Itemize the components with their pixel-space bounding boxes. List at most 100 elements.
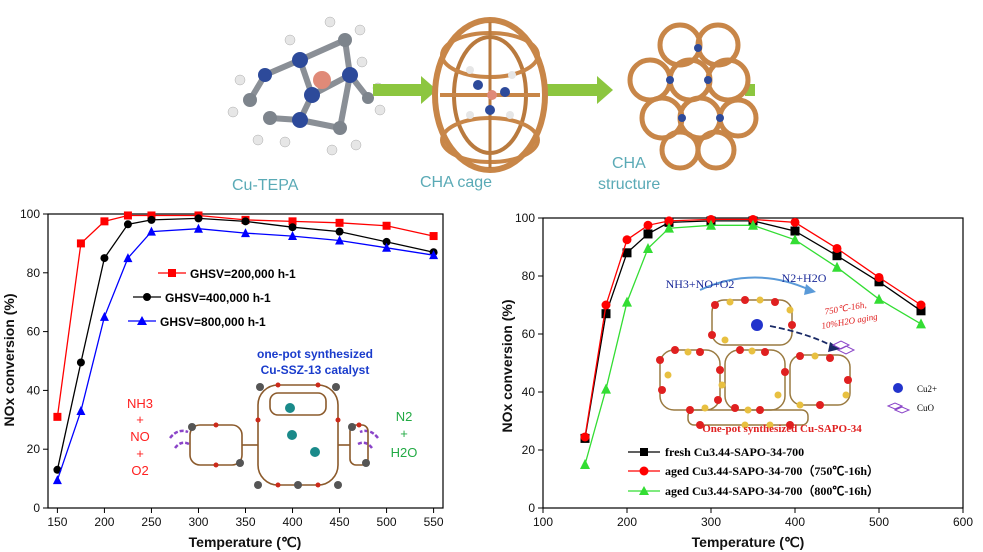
legend-entry: aged Cu3.44-SAPO-34-700（750℃-16h）	[665, 463, 879, 478]
data-point-square	[916, 306, 926, 316]
label-cha-structure-2: structure	[598, 176, 660, 193]
legend-circle-marker	[143, 293, 151, 301]
data-point-circle	[147, 215, 156, 224]
x-tick-label: 100	[533, 515, 553, 529]
cu-legend-icon	[893, 383, 903, 393]
data-point-triangle	[748, 219, 758, 230]
data-point-triangle	[123, 253, 133, 263]
left-x-axis-title: Temperature (℃)	[189, 534, 302, 550]
right-legend: fresh Cu3.44-SAPO-34-700 aged Cu3.44-SAP…	[628, 445, 879, 498]
data-point-circle	[580, 432, 590, 442]
legend-entry: GHSV=200,000 h-1	[190, 267, 296, 281]
data-point-circle	[382, 237, 391, 246]
data-point-circle	[622, 235, 632, 245]
data-point-square	[335, 218, 344, 227]
x-tick-label: 500	[377, 515, 397, 529]
data-point-triangle	[916, 318, 926, 329]
right-y-axis-title: NOx conversion (%)	[499, 299, 515, 432]
legend-triangle-marker	[137, 316, 147, 325]
arrow-right-icon	[545, 76, 613, 104]
cuo-legend-icon	[886, 402, 911, 414]
cu-ion-icon	[751, 319, 763, 331]
x-tick-label: 400	[785, 515, 805, 529]
data-point-triangle	[790, 234, 800, 245]
data-point-circle	[194, 214, 203, 223]
label-cha-structure-1: CHA	[612, 155, 646, 172]
product-n2: N2	[396, 409, 413, 424]
cu-legend-label: Cu2+	[917, 384, 937, 394]
legend-circle-marker	[639, 466, 649, 476]
y-tick-label: 60	[522, 327, 536, 341]
data-point-triangle	[241, 228, 250, 238]
data-point-triangle	[382, 242, 392, 252]
y-tick-label: 0	[33, 501, 40, 515]
data-point-square	[790, 226, 800, 236]
data-point-triangle	[706, 219, 716, 230]
cu-tepa-molecule	[227, 16, 386, 156]
data-point-circle	[643, 220, 653, 230]
y-tick-label: 100	[20, 207, 40, 221]
sapo34-caption: One-pot synthesized Cu-SAPO-34	[702, 423, 862, 435]
data-point-circle	[123, 220, 132, 229]
x-tick-label: 500	[869, 515, 889, 529]
right-x-axis-title: Temperature (℃)	[692, 534, 805, 550]
series-line	[584, 220, 922, 439]
arrow-right-icon	[745, 84, 755, 96]
data-point-square	[53, 412, 62, 421]
data-point-triangle	[622, 296, 632, 307]
x-tick-label: 350	[235, 515, 255, 529]
data-point-circle	[53, 465, 62, 474]
reactant-o2: O2	[131, 463, 148, 478]
catalyst-caption-1: one-pot synthesized	[257, 347, 373, 361]
data-point-square	[832, 251, 842, 261]
right-products: N2+H2O	[782, 271, 827, 285]
data-point-square	[100, 217, 109, 226]
data-point-triangle	[99, 311, 109, 321]
data-point-square	[622, 248, 632, 258]
y-tick-label: 20	[522, 443, 536, 457]
y-tick-label: 0	[528, 501, 535, 515]
data-point-circle	[664, 216, 674, 226]
framework-o-atoms	[656, 296, 852, 429]
legend-entry: aged Cu3.44-SAPO-34-700（800℃-16h）	[665, 483, 879, 498]
data-point-square	[147, 211, 156, 220]
data-point-circle	[874, 272, 884, 282]
x-tick-label: 550	[424, 515, 444, 529]
legend-entry: fresh Cu3.44-SAPO-34-700	[665, 445, 804, 459]
ssz13-framework	[169, 382, 379, 489]
data-point-circle	[100, 254, 109, 263]
data-point-circle	[335, 227, 344, 236]
left-y-axis-title: NOx conversion (%)	[1, 293, 17, 426]
framework-t-atoms	[664, 296, 850, 429]
data-point-triangle	[832, 261, 842, 272]
legend-square-marker	[640, 448, 648, 456]
product-h2o: H2O	[391, 445, 418, 460]
data-point-triangle	[664, 222, 674, 233]
label-cha-cage: CHA cage	[420, 174, 492, 191]
left-chart: 150 200 250 300 350 400 450 500 550020406080100 …	[1, 207, 444, 550]
data-point-triangle	[643, 242, 653, 253]
product-plus: +	[400, 426, 408, 441]
y-tick-label: 40	[27, 383, 41, 397]
x-tick-label: 200	[617, 515, 637, 529]
data-point-triangle	[52, 475, 62, 485]
reactant-plus: +	[136, 412, 144, 427]
legend-entry: GHSV=400,000 h-1	[165, 291, 271, 305]
right-reactants: NH3+NO+O2	[666, 277, 735, 291]
data-point-square	[429, 232, 438, 241]
x-tick-label: 200	[94, 515, 114, 529]
data-point-circle	[748, 214, 758, 224]
y-tick-label: 60	[27, 325, 41, 339]
data-point-circle	[241, 217, 250, 226]
data-point-triangle	[601, 383, 611, 394]
cuo-cluster-icon	[831, 340, 856, 355]
data-point-square	[643, 229, 653, 239]
data-point-circle	[601, 300, 611, 310]
data-point-square	[123, 211, 132, 220]
reactant-plus: +	[136, 446, 144, 461]
data-point-circle	[288, 223, 297, 232]
y-tick-label: 80	[27, 266, 41, 280]
cha-cage	[432, 17, 548, 173]
data-point-triangle	[146, 226, 156, 236]
label-cu-tepa: Cu-TEPA	[232, 177, 299, 194]
